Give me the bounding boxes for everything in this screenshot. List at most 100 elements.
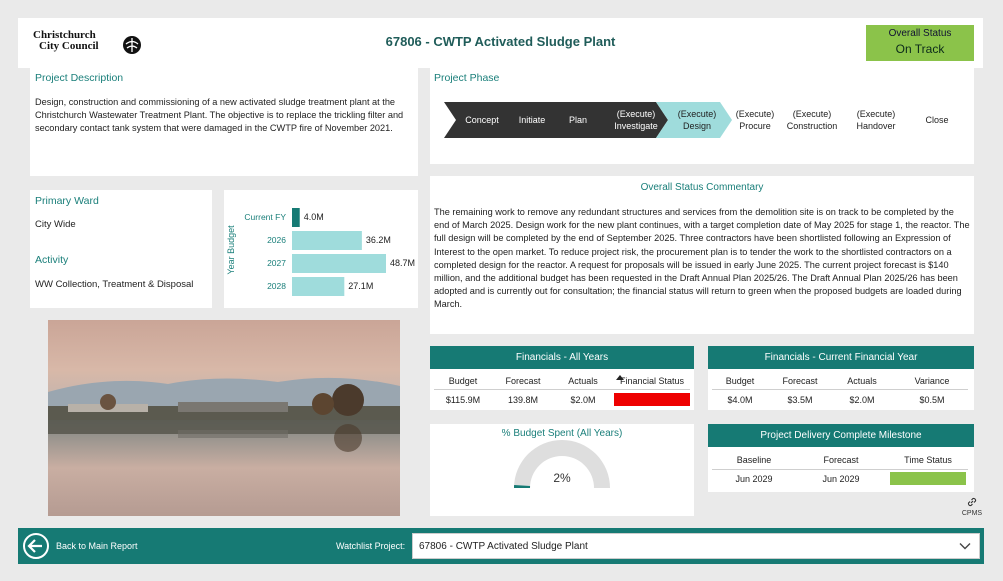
milestone-header-baseline: Baseline [736,455,772,465]
project-phase-card: Project Phase Concept Initiate Plan (Execut… [430,68,974,164]
divider [712,389,968,390]
status-commentary-card: Overall Status Commentary The remaining … [430,176,974,334]
financials-all-years-table: Financials - All Years Budget Forecast A… [430,346,694,410]
budget-category-label: 2026 [267,235,286,245]
delivery-milestone-table: Project Delivery Complete Milestone Base… [708,424,974,492]
budget-bar [292,208,300,227]
project-description-title: Project Description [35,72,124,84]
budget-category-label: Current FY [244,212,286,222]
fin-all-budget-value: $115.9M [445,395,481,405]
watchlist-project-select[interactable]: 67806 - CWTP Activated Sludge Plant [412,533,980,559]
budget-bar [292,254,386,273]
primary-ward-title: Primary Ward [35,195,99,207]
council-logo: Christchurch City Council [33,29,99,52]
project-site-photo [48,320,400,516]
financials-current-fy-title: Financials - Current Financial Year [708,346,974,369]
phase-step-label: (Execute) [617,109,656,119]
financials-current-fy-table: Financials - Current Financial Year Budg… [708,346,974,410]
fin-fy-variance-value: $0.5M [919,395,945,405]
project-phase-title: Project Phase [434,72,500,84]
overall-status-label: Overall Status [888,28,952,39]
fin-all-forecast-value: 139.8M [507,395,539,405]
footer-bar: Back to Main Report Watchlist Project: 6… [18,528,984,564]
primary-ward-value: City Wide [35,219,76,230]
watchlist-project-label: Watchlist Project: [336,541,406,551]
milestone-header-forecast: Forecast [823,455,859,465]
fin-all-header-forecast: Forecast [505,376,541,386]
phase-step-label: Investigate [614,121,658,131]
milestone-baseline-value: Jun 2029 [735,474,773,484]
page-title: 67806 - CWTP Activated Sludge Plant [385,34,616,49]
year-budget-chart-svg: Year Budget Current FY 4.0M 2026 36.2M 2027 48… [226,208,415,296]
budget-bar [292,231,362,250]
fin-fy-header-budget: Budget [725,376,755,386]
back-to-main-report-label[interactable]: Back to Main Report [56,541,138,551]
milestone-forecast-value: Jun 2029 [822,474,860,484]
project-phase-chevrons: Concept Initiate Plan (Execute) Investigate (… [444,102,949,138]
budget-value-label: 48.7M [390,258,415,268]
phase-step-label: Initiate [519,115,546,125]
activity-title: Activity [35,254,69,266]
budget-value-label: 4.0M [304,212,324,222]
watchlist-project-value[interactable]: 67806 - CWTP Activated Sludge Plant [419,541,588,552]
back-arrow-icon[interactable] [22,532,50,560]
phase-completed-arrow [444,102,668,138]
financials-all-years-title: Financials - All Years [430,346,694,369]
activity-value: WW Collection, Treatment & Disposal [35,279,194,290]
fin-all-header-actuals: Actuals [568,376,598,386]
fin-fy-header-actuals: Actuals [847,376,877,386]
sort-caret-icon [616,375,624,380]
fin-all-actuals-value: $2.0M [570,395,596,405]
chevron-down-icon[interactable] [959,540,971,552]
fin-fy-forecast-value: $3.5M [787,395,813,405]
link-icon[interactable] [966,496,978,508]
ward-activity-card: Primary Ward City Wide Activity WW Colle… [30,190,212,308]
budget-category-label: 2028 [267,281,286,291]
time-status-indicator [890,472,966,485]
cpms-link[interactable]: CPMS [958,496,986,517]
phase-step-label: Close [925,115,948,125]
budget-spent-gauge: % Budget Spent (All Years) 2% [430,424,694,516]
budget-spent-title: % Budget Spent (All Years) [501,428,623,439]
cpms-label[interactable]: CPMS [961,510,983,517]
phase-current-arrow [656,102,732,138]
fin-all-header-status: Financial Status [619,376,685,386]
year-budget-axis-label: Year Budget [226,225,236,275]
overall-status-value: On Track [895,42,945,56]
phase-step-label: Handover [856,121,895,131]
delivery-milestone-title: Project Delivery Complete Milestone [708,424,974,447]
milestone-header-time-status: Time Status [904,455,952,465]
phase-step-label: Procure [739,121,771,131]
overall-status-badge: Overall Status On Track [866,25,974,61]
fin-fy-actuals-value: $2.0M [849,395,875,405]
phase-step-label: (Execute) [678,109,717,119]
fin-fy-budget-value: $4.0M [727,395,753,405]
fin-fy-header-forecast: Forecast [782,376,818,386]
phase-step-label: Design [683,121,711,131]
back-to-main-report-button[interactable]: Back to Main Report [22,532,152,560]
status-commentary-title: Overall Status Commentary [640,182,764,193]
council-logo-icon [123,36,141,54]
budget-value-label: 27.1M [348,281,373,291]
budget-spent-gauge-svg [514,440,610,488]
phase-step-label: (Execute) [793,109,832,119]
financial-status-indicator [614,393,690,406]
gauge-track [514,440,610,488]
header: Christchurch City Council 67806 - CWTP A… [18,18,983,68]
budget-value-label: 36.2M [366,235,391,245]
project-description-card: Project Description Design, construction… [30,68,418,176]
budget-spent-value: 2% [553,471,571,485]
project-description-text: Design, construction and commissioning o… [35,97,404,133]
divider [712,469,968,470]
status-commentary-text: The remaining work to remove any redunda… [434,207,970,310]
year-budget-chart: Year Budget Current FY 4.0M 2026 36.2M 2027 48… [224,190,418,308]
gauge-fill [514,484,531,488]
budget-bar [292,277,345,296]
phase-step-label: (Execute) [736,109,775,119]
budget-category-label: 2027 [267,258,286,268]
phase-step-label: Concept [465,115,499,125]
phase-step-label: Construction [787,121,838,131]
fin-fy-header-variance: Variance [914,376,950,386]
phase-step-label: Plan [569,115,587,125]
phase-step-label: (Execute) [857,109,896,119]
